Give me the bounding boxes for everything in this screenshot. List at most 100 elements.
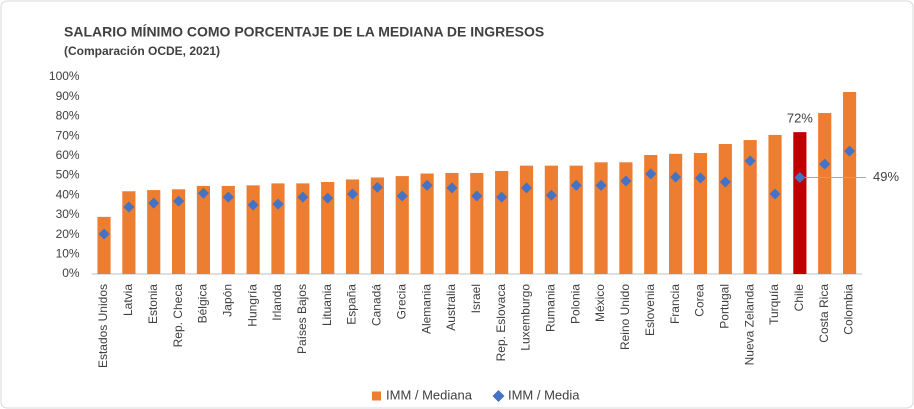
- marker: [247, 199, 259, 211]
- y-tick-label: 100%: [49, 69, 80, 83]
- bar: [768, 134, 782, 274]
- marker: [98, 228, 110, 240]
- x-tick-label: Portugal: [717, 284, 731, 329]
- x-tick-label: Irlanda: [270, 284, 284, 321]
- bar: [669, 153, 683, 274]
- marker: [521, 182, 533, 194]
- y-tick-label: 20%: [56, 227, 80, 241]
- bar: [519, 165, 534, 274]
- bar: [619, 162, 633, 274]
- x-tick-label: Israel: [469, 284, 483, 313]
- bar: [644, 155, 658, 274]
- y-tick-label: 80%: [56, 109, 80, 123]
- x-tick-label: Rep. Checa: [171, 284, 185, 348]
- marker: [645, 168, 657, 180]
- bar: [370, 177, 384, 274]
- bar: [495, 170, 509, 274]
- x-tick-label: Bélgica: [196, 284, 210, 324]
- y-tick-label: 70%: [56, 128, 80, 142]
- bar: [296, 183, 310, 274]
- marker: [123, 201, 135, 213]
- x-tick-label: Latvia: [121, 284, 135, 316]
- x-tick-label: Lituania: [320, 284, 334, 326]
- bar: [97, 216, 111, 274]
- bar: [470, 172, 484, 274]
- legend-swatch: [372, 391, 381, 401]
- marker: [670, 171, 682, 183]
- x-tick-label: Chile: [792, 284, 806, 312]
- bar: [221, 185, 235, 274]
- x-tick-label: Estados Unidos: [96, 284, 110, 368]
- marker: [496, 191, 508, 203]
- bar: [842, 91, 857, 274]
- marker: [819, 158, 831, 170]
- chart-subtitle: (Comparación OCDE, 2021): [64, 44, 220, 58]
- marker: [844, 145, 856, 157]
- x-tick-label: Francia: [668, 284, 682, 324]
- bar: [395, 176, 409, 274]
- x-tick-label: Reino Unido: [618, 284, 632, 350]
- x-tick-label: Rumania: [544, 284, 558, 332]
- marker: [794, 171, 806, 183]
- bar: [544, 165, 558, 274]
- x-tick-label: Países Bajos: [295, 284, 309, 354]
- bar: [345, 179, 360, 274]
- y-tick-label: 0%: [62, 266, 80, 280]
- legend-swatch: [492, 390, 505, 402]
- y-tick-label: 30%: [56, 207, 80, 221]
- bar: [594, 162, 608, 274]
- marker: [620, 175, 632, 187]
- bar: [793, 132, 807, 274]
- x-tick-label: Nueva Zelanda: [742, 284, 756, 366]
- bar: [147, 190, 161, 274]
- bar: [171, 189, 186, 274]
- x-tick-label: Australia: [444, 284, 458, 331]
- marker: [719, 176, 731, 188]
- x-tick-label: España: [345, 284, 359, 325]
- y-tick-label: 50%: [56, 168, 80, 182]
- marker: [744, 155, 756, 167]
- marker: [545, 189, 557, 201]
- bar: [122, 191, 136, 274]
- bar: [271, 183, 285, 274]
- bar: [420, 173, 434, 274]
- marker: [297, 191, 309, 203]
- bar: [445, 172, 459, 274]
- marker: [471, 190, 483, 202]
- x-tick-label: Luxemburgo: [519, 284, 533, 351]
- x-tick-label: Canadá: [370, 284, 384, 326]
- marker: [570, 179, 582, 191]
- marker: [446, 182, 458, 194]
- marker: [148, 197, 160, 209]
- x-tick-label: Grecia: [394, 284, 408, 320]
- bar: [693, 153, 708, 274]
- bar: [718, 143, 732, 274]
- marker: [222, 191, 234, 203]
- chart-title: SALARIO MÍNIMO COMO PORCENTAJE DE LA MED…: [64, 24, 544, 40]
- bar: [743, 140, 757, 274]
- marker: [595, 179, 607, 191]
- y-tick-label: 60%: [56, 148, 80, 162]
- x-tick-label: Hungría: [245, 284, 259, 327]
- bar: [569, 165, 583, 274]
- x-tick-label: México: [593, 284, 607, 322]
- x-tick-label: Colombia: [842, 284, 856, 335]
- x-tick-label: Estonia: [146, 284, 160, 324]
- data-label: 72%: [787, 111, 813, 126]
- data-label: 49%: [873, 169, 899, 184]
- bar: [818, 113, 832, 275]
- bar: [246, 185, 260, 274]
- x-tick-label: Corea: [693, 284, 707, 317]
- legend-label: IMM / Media: [508, 387, 580, 402]
- x-tick-label: Eslovenia: [643, 284, 657, 336]
- y-tick-label: 90%: [56, 89, 80, 103]
- legend-label: IMM / Mediana: [386, 387, 473, 402]
- marker: [347, 188, 359, 200]
- x-tick-label: Japón: [220, 284, 234, 317]
- x-tick-label: Turquía: [767, 284, 781, 325]
- marker: [322, 192, 334, 204]
- x-tick-label: Polonia: [568, 284, 582, 324]
- marker: [371, 181, 383, 193]
- x-tick-label: Costa Rica: [817, 284, 831, 343]
